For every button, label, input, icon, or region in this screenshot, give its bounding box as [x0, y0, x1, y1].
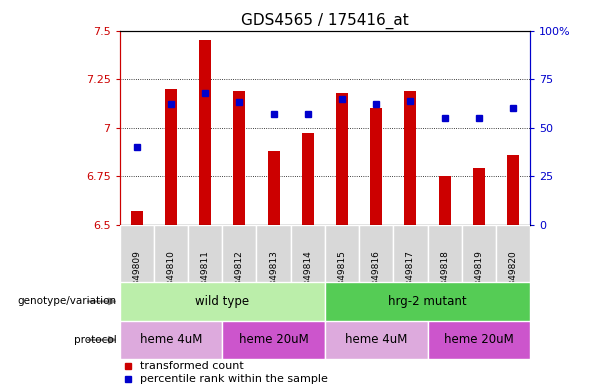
Text: GSM849813: GSM849813 — [269, 251, 278, 305]
Bar — [370, 108, 383, 225]
Bar — [359, 225, 394, 282]
Bar — [336, 93, 348, 225]
Bar — [120, 321, 222, 359]
Title: GDS4565 / 175416_at: GDS4565 / 175416_at — [241, 13, 409, 29]
Text: heme 4uM: heme 4uM — [140, 333, 202, 346]
Text: GSM849818: GSM849818 — [440, 251, 449, 305]
Bar — [291, 225, 325, 282]
Text: GSM849812: GSM849812 — [235, 251, 244, 305]
Bar — [507, 155, 519, 225]
Bar — [302, 134, 314, 225]
Bar — [188, 225, 223, 282]
Bar — [131, 211, 143, 225]
Bar — [165, 89, 177, 225]
Bar — [439, 176, 451, 225]
Text: hrg-2 mutant: hrg-2 mutant — [388, 295, 467, 308]
Bar — [427, 225, 462, 282]
Text: GSM849815: GSM849815 — [338, 251, 346, 305]
Bar — [405, 91, 416, 225]
Text: protocol: protocol — [74, 335, 116, 345]
Text: GSM849809: GSM849809 — [132, 251, 141, 305]
Text: GSM849820: GSM849820 — [509, 251, 517, 305]
Bar — [394, 225, 428, 282]
Bar — [325, 225, 359, 282]
Text: transformed count: transformed count — [140, 361, 244, 371]
Bar — [325, 321, 428, 359]
Text: heme 20uM: heme 20uM — [238, 333, 308, 346]
Bar — [120, 225, 154, 282]
Text: GSM849810: GSM849810 — [166, 251, 175, 305]
Bar — [325, 282, 530, 321]
Bar — [462, 225, 496, 282]
Bar — [222, 321, 325, 359]
Text: heme 20uM: heme 20uM — [444, 333, 514, 346]
Bar — [256, 225, 291, 282]
Bar — [496, 225, 530, 282]
Text: GSM849814: GSM849814 — [303, 251, 312, 305]
Bar — [267, 151, 280, 225]
Bar — [222, 225, 256, 282]
Text: heme 4uM: heme 4uM — [345, 333, 408, 346]
Bar — [234, 91, 245, 225]
Text: percentile rank within the sample: percentile rank within the sample — [140, 374, 328, 384]
Text: GSM849819: GSM849819 — [474, 251, 484, 305]
Text: GSM849816: GSM849816 — [371, 251, 381, 305]
Text: GSM849811: GSM849811 — [200, 251, 210, 305]
Bar — [199, 40, 211, 225]
Text: wild type: wild type — [195, 295, 249, 308]
Bar — [154, 225, 188, 282]
Text: genotype/variation: genotype/variation — [17, 296, 116, 306]
Bar — [427, 321, 530, 359]
Text: GSM849817: GSM849817 — [406, 251, 415, 305]
Bar — [473, 169, 485, 225]
Bar — [120, 282, 325, 321]
